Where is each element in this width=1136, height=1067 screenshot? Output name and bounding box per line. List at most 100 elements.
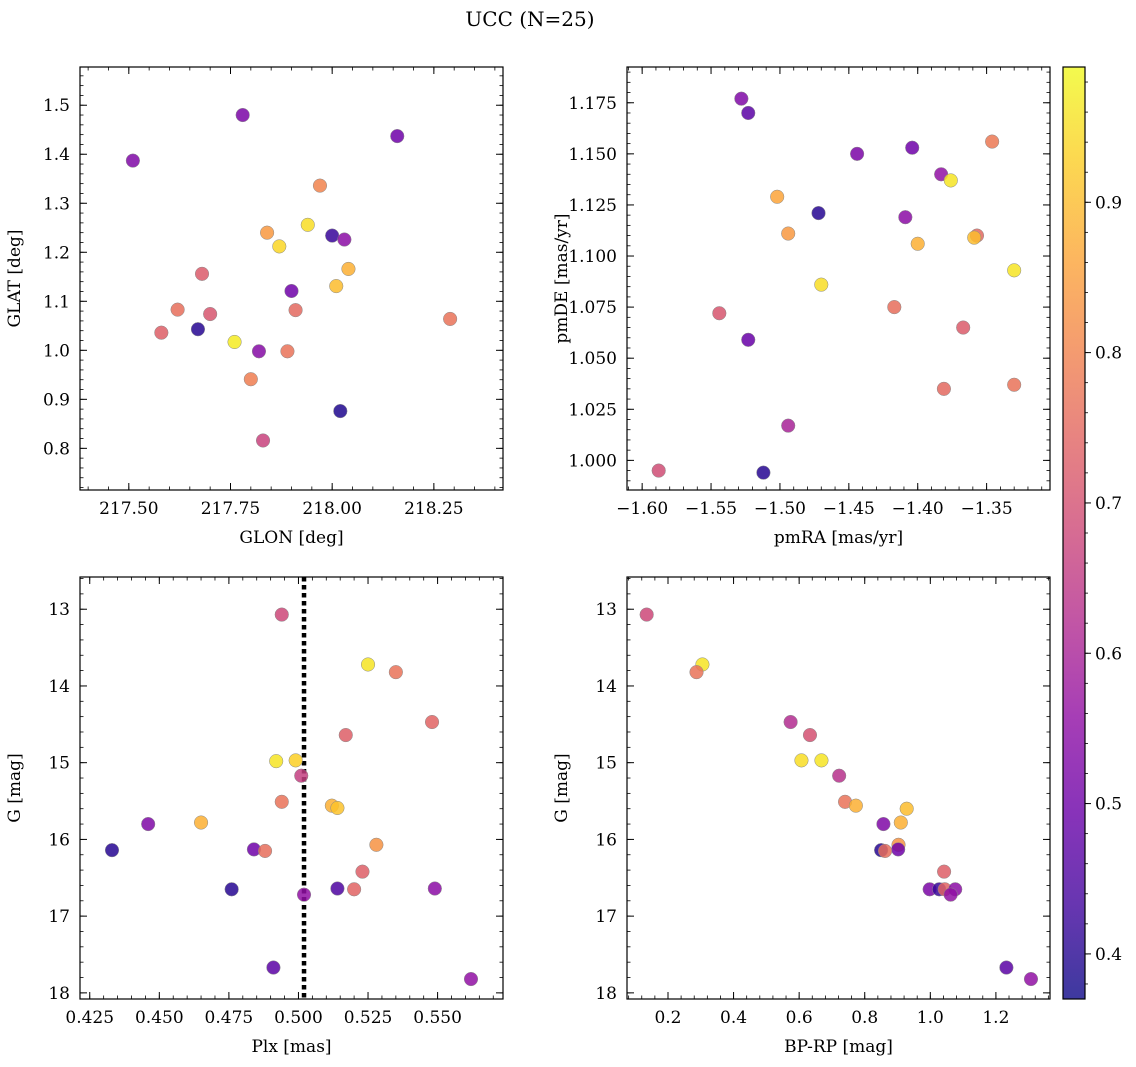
- scatter-point: [999, 960, 1014, 975]
- scatter-point: [424, 714, 440, 730]
- colorbar-tick-label: 0.5: [1095, 795, 1122, 815]
- scatter-point: [937, 864, 952, 879]
- scatter-point: [967, 230, 982, 245]
- y-tick-label: 0.8: [43, 439, 70, 459]
- scatter-point: [269, 754, 284, 769]
- y-tick-label: 13: [48, 600, 70, 620]
- scatter-point: [794, 753, 809, 768]
- scatter-point: [338, 728, 353, 743]
- x-tick-label: 218.00: [302, 499, 361, 519]
- y-tick-label: 18: [48, 984, 70, 1004]
- scatter-point: [360, 657, 376, 672]
- scatter-point: [274, 607, 289, 622]
- scatter-point: [756, 465, 771, 480]
- x-axis-label: pmRA [mas/yr]: [774, 528, 903, 548]
- colorbar-tick-label: 0.4: [1095, 945, 1122, 965]
- scatter-point: [388, 665, 403, 680]
- x-tick-label: 0.475: [205, 1008, 254, 1028]
- scatter-point: [272, 239, 287, 254]
- scatter-point: [300, 217, 315, 232]
- y-tick-label: 1.4: [43, 145, 70, 165]
- colorbar-tick-label: 0.9: [1095, 193, 1122, 213]
- scatter-point: [741, 105, 756, 121]
- y-tick-label: 1.000: [568, 451, 617, 471]
- scatter-point: [329, 279, 344, 294]
- y-tick-label: 15: [48, 754, 70, 774]
- scatter-point: [639, 607, 654, 622]
- scatter-point: [741, 332, 756, 347]
- y-tick-label: 17: [595, 907, 617, 927]
- x-tick-label: 0.450: [135, 1008, 184, 1028]
- x-tick-label: 0.500: [274, 1008, 323, 1028]
- scatter-point: [891, 842, 906, 857]
- panel-glon-glat: 217.50 217.75 218.00 218.25 0.8 0.9 1.0 1.1 1.2 1…: [5, 66, 504, 548]
- colorbar: 0.4 0.5 0.6 0.7 0.8 0.9: [1062, 66, 1122, 1000]
- y-tick-label: 16: [48, 830, 70, 850]
- y-tick-label: 1.5: [43, 96, 70, 116]
- x-tick-label: 0.4: [720, 1008, 747, 1028]
- scatter-point: [260, 225, 275, 240]
- scatter-point: [783, 714, 798, 730]
- scatter-point: [312, 178, 328, 193]
- scatter-point: [427, 881, 442, 896]
- scatter-point: [781, 226, 796, 241]
- scatter-point: [734, 91, 749, 106]
- scatter-point: [284, 283, 299, 299]
- scatter-point: [337, 232, 352, 247]
- scatter-point: [814, 277, 829, 292]
- scatter-point: [294, 768, 309, 783]
- y-tick-label: 14: [595, 677, 617, 697]
- scatter-point: [898, 210, 913, 225]
- scatter-point: [330, 800, 345, 815]
- scatter-point: [266, 960, 281, 975]
- y-tick-label: 18: [595, 984, 617, 1004]
- axes-frame: [626, 576, 1051, 1000]
- scatter-point: [463, 972, 479, 987]
- x-axis-label: BP-RP [mag]: [784, 1037, 893, 1057]
- x-axis-label: Plx [mas]: [251, 1037, 331, 1057]
- x-tick-label: 1.0: [917, 1008, 944, 1028]
- y-axis-label: G [mag]: [5, 753, 25, 822]
- x-tick-label: −1.35: [961, 499, 1013, 519]
- scatter-point: [850, 146, 865, 161]
- scatter-point: [899, 801, 914, 816]
- panel-pmra-pmde: −1.60 −1.55 −1.50 −1.45 −1.40 −1.35 1.000 1.025…: [552, 66, 1051, 548]
- panel-plx-g: 0.425 0.450 0.475 0.500 0.525 0.550 13 14 15 16 17…: [5, 576, 504, 1057]
- axes-frame: [79, 66, 504, 491]
- scatter-point: [1007, 377, 1022, 392]
- scatter-point: [224, 882, 239, 897]
- scatter-point: [1007, 263, 1022, 278]
- scatter-point: [258, 843, 273, 858]
- scatter-point: [104, 843, 120, 858]
- scatter-point: [651, 463, 666, 478]
- x-tick-label: 1.2: [982, 1008, 1009, 1028]
- scatter-point: [330, 881, 345, 896]
- y-axis-label: G [mag]: [552, 753, 572, 822]
- y-axis-label: pmDE [mas/yr]: [552, 213, 572, 343]
- y-tick-label: 1.125: [568, 196, 617, 216]
- scatter-point: [876, 817, 891, 832]
- scatter-point: [814, 753, 829, 768]
- x-tick-label: 0.550: [413, 1008, 462, 1028]
- scatter-point: [887, 300, 902, 315]
- y-tick-label: 15: [595, 754, 617, 774]
- y-tick-label: 1.3: [43, 194, 70, 214]
- x-axis-label: GLON [deg]: [239, 528, 343, 548]
- y-tick-label: 0.9: [43, 390, 70, 410]
- scatter-point: [251, 344, 267, 359]
- figure-title: UCC (N=25): [465, 7, 594, 31]
- y-tick-label: 17: [48, 907, 70, 927]
- scatter-point: [985, 134, 1000, 149]
- colorbar-tick-label: 0.6: [1095, 644, 1122, 664]
- scatter-point: [893, 815, 908, 830]
- scatter-point: [288, 753, 303, 768]
- x-tick-label: −1.40: [892, 499, 944, 519]
- x-tick-label: 0.2: [654, 1008, 681, 1028]
- y-tick-label: 16: [595, 830, 617, 850]
- scatter-point: [811, 206, 826, 221]
- colorbar-gradient: [1063, 67, 1085, 999]
- x-tick-label: 217.75: [201, 499, 260, 519]
- scatter-point: [369, 837, 384, 852]
- colorbar-tick-label: 0.7: [1095, 494, 1122, 514]
